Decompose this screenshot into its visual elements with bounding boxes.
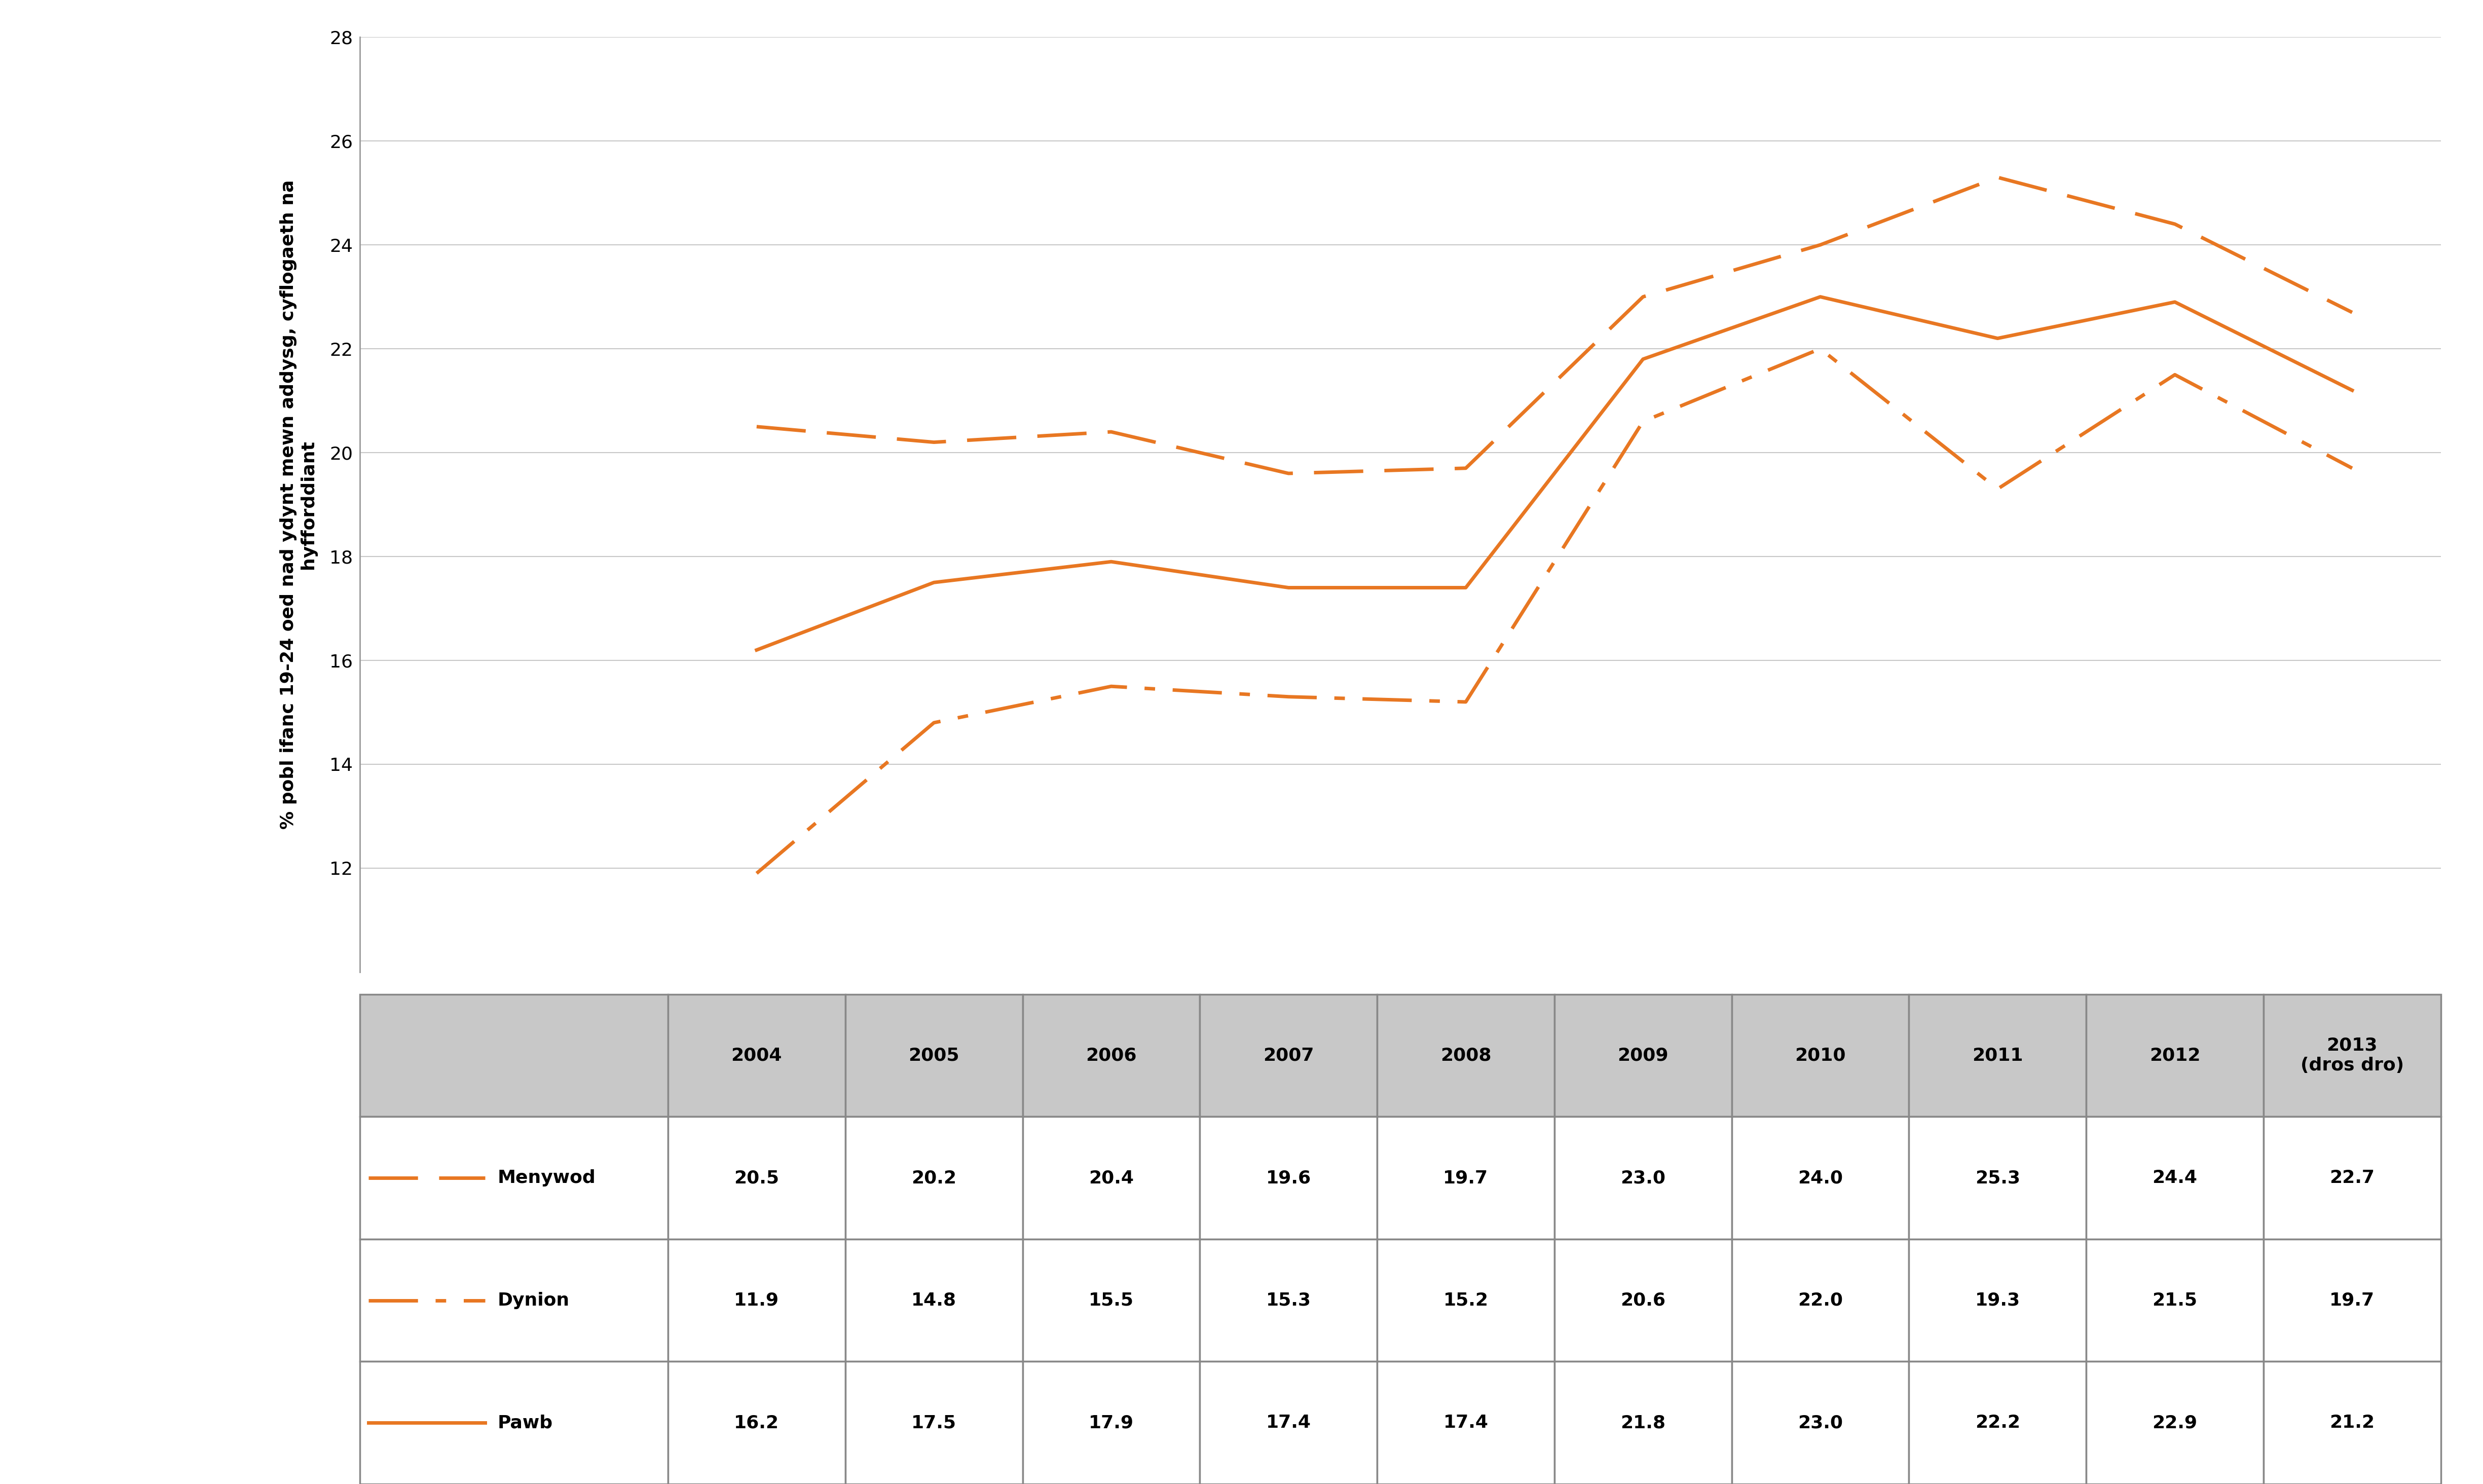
Text: 2012: 2012: [2150, 1046, 2200, 1064]
Bar: [360, 1116, 668, 1239]
Bar: [1909, 1362, 2086, 1484]
Bar: [668, 1116, 844, 1239]
Bar: [1023, 994, 1199, 1116]
Bar: [1731, 1362, 1909, 1484]
Bar: [1023, 1239, 1199, 1362]
Bar: [1909, 1116, 2086, 1239]
Bar: [2086, 994, 2264, 1116]
Bar: [1554, 1362, 1731, 1484]
Bar: [1378, 1116, 1554, 1239]
Text: Pawb: Pawb: [497, 1414, 554, 1432]
Bar: [1378, 1362, 1554, 1484]
Text: 21.2: 21.2: [2329, 1414, 2374, 1432]
Bar: [1199, 1362, 1378, 1484]
Text: 2007: 2007: [1264, 1046, 1314, 1064]
Bar: [1909, 994, 2086, 1116]
Text: 22.7: 22.7: [2329, 1169, 2374, 1187]
Text: 16.2: 16.2: [735, 1414, 780, 1432]
Y-axis label: % pobl ifanc 19-24 oed nad ydynt mewn addysg, cyflogaeth na
hyfforddiant: % pobl ifanc 19-24 oed nad ydynt mewn ad…: [281, 180, 318, 830]
Bar: [2086, 1116, 2264, 1239]
Bar: [1023, 1116, 1199, 1239]
Text: 23.0: 23.0: [1621, 1169, 1666, 1187]
Bar: [1023, 1362, 1199, 1484]
Bar: [2264, 1239, 2441, 1362]
Text: 15.2: 15.2: [1443, 1291, 1487, 1309]
Bar: [1554, 1116, 1731, 1239]
Text: 14.8: 14.8: [911, 1291, 956, 1309]
Text: 20.5: 20.5: [735, 1169, 780, 1187]
Text: 24.4: 24.4: [2153, 1169, 2197, 1187]
Bar: [1731, 994, 1909, 1116]
Text: 22.2: 22.2: [1974, 1414, 2021, 1432]
Text: 2009: 2009: [1616, 1046, 1669, 1064]
Text: 19.7: 19.7: [2329, 1291, 2374, 1309]
Text: Dynion: Dynion: [497, 1291, 569, 1309]
Bar: [1554, 1239, 1731, 1362]
Bar: [360, 1362, 668, 1484]
Bar: [1909, 1239, 2086, 1362]
Text: 20.2: 20.2: [911, 1169, 956, 1187]
Text: 21.5: 21.5: [2153, 1291, 2197, 1309]
Bar: [2086, 1239, 2264, 1362]
Text: 17.4: 17.4: [1266, 1414, 1311, 1432]
Text: 2006: 2006: [1085, 1046, 1137, 1064]
Text: 2010: 2010: [1795, 1046, 1845, 1064]
Bar: [1199, 994, 1378, 1116]
Text: 17.9: 17.9: [1088, 1414, 1135, 1432]
Bar: [668, 1362, 844, 1484]
Bar: [668, 1239, 844, 1362]
Bar: [844, 1362, 1023, 1484]
Text: 25.3: 25.3: [1974, 1169, 2021, 1187]
Text: 2011: 2011: [1972, 1046, 2024, 1064]
Bar: [844, 1116, 1023, 1239]
Bar: [668, 994, 844, 1116]
Text: 17.4: 17.4: [1443, 1414, 1487, 1432]
Text: 20.4: 20.4: [1088, 1169, 1135, 1187]
Text: 2004: 2004: [730, 1046, 782, 1064]
Bar: [360, 1239, 668, 1362]
Bar: [844, 994, 1023, 1116]
Bar: [1378, 1239, 1554, 1362]
Bar: [1199, 1239, 1378, 1362]
Text: 23.0: 23.0: [1798, 1414, 1842, 1432]
Text: 22.9: 22.9: [2153, 1414, 2197, 1432]
Bar: [1199, 1116, 1378, 1239]
Text: 22.0: 22.0: [1798, 1291, 1842, 1309]
Bar: [1731, 1116, 1909, 1239]
Text: 21.8: 21.8: [1621, 1414, 1666, 1432]
Bar: [844, 1239, 1023, 1362]
Text: 11.9: 11.9: [735, 1291, 780, 1309]
Bar: [360, 994, 668, 1116]
Text: 2008: 2008: [1440, 1046, 1492, 1064]
Bar: [2086, 1362, 2264, 1484]
Text: 2005: 2005: [909, 1046, 958, 1064]
Text: 15.5: 15.5: [1088, 1291, 1135, 1309]
Bar: [2264, 994, 2441, 1116]
Text: 17.5: 17.5: [911, 1414, 956, 1432]
Text: 15.3: 15.3: [1266, 1291, 1311, 1309]
Text: 20.6: 20.6: [1621, 1291, 1666, 1309]
Text: 19.6: 19.6: [1266, 1169, 1311, 1187]
Bar: [2264, 1362, 2441, 1484]
Bar: [1378, 994, 1554, 1116]
Bar: [2264, 1116, 2441, 1239]
Bar: [1554, 994, 1731, 1116]
Text: 24.0: 24.0: [1798, 1169, 1842, 1187]
Bar: [1731, 1239, 1909, 1362]
Text: 19.3: 19.3: [1974, 1291, 2021, 1309]
Text: 2013
(dros dro): 2013 (dros dro): [2299, 1037, 2404, 1074]
Text: 19.7: 19.7: [1443, 1169, 1487, 1187]
Text: Menywod: Menywod: [497, 1169, 596, 1187]
